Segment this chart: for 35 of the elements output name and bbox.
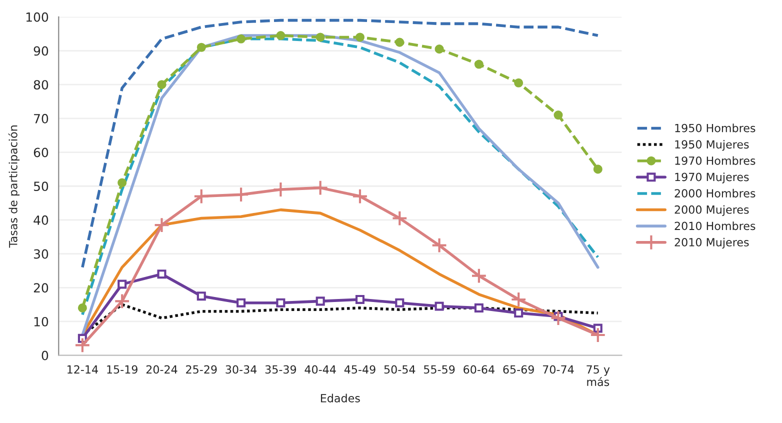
y-tick-label: 10 xyxy=(34,316,48,326)
y-tick-label: 60 xyxy=(34,148,48,158)
y-tick-label: 40 xyxy=(34,215,48,225)
y-tick-label: 100 xyxy=(26,12,48,22)
x-tick-label: 55-59 xyxy=(424,365,455,374)
x-tick-label: 12-14 xyxy=(68,365,98,374)
y-tick-label: 50 xyxy=(34,182,48,192)
legend-label: 2010 Hombres xyxy=(674,222,756,230)
x-tick-label: 25-29 xyxy=(186,365,217,374)
x-tick-label: 20-24 xyxy=(146,365,178,374)
legend-label: 1950 Mujeres xyxy=(675,140,749,151)
x-tick-label: 65-69 xyxy=(503,365,534,374)
x-tick-label: 35-39 xyxy=(265,365,296,374)
x-axis-title: Edades xyxy=(320,394,360,402)
legend-label: 1970 Mujeres xyxy=(675,172,749,184)
y-tick-label: 30 xyxy=(34,249,48,259)
x-tick-label: 50-54 xyxy=(384,365,416,374)
legend-label: 2010 Mujeres xyxy=(674,238,749,249)
x-tick-label: 30-34 xyxy=(226,365,257,374)
y-tick-label: 80 xyxy=(34,80,48,90)
x-tick-label: 75 y más xyxy=(586,365,610,386)
x-tick-label: 15-19 xyxy=(107,365,138,374)
y-tick-label: 70 xyxy=(34,114,48,124)
legend-label: 1950 Hombres xyxy=(675,124,756,132)
y-tick-label: 20 xyxy=(34,283,48,293)
legend-label: 1970 Hombres xyxy=(675,156,756,165)
legend-label: 2000 Hombres xyxy=(674,188,756,198)
y-axis-title: Tasas de participación xyxy=(8,126,20,248)
x-tick-label: 60-64 xyxy=(464,365,494,374)
legend-label: 2000 Mujeres xyxy=(674,205,749,216)
x-tick-label: 70-74 xyxy=(543,365,574,374)
y-tick-label: 90 xyxy=(34,46,48,56)
x-tick-label: 40-44 xyxy=(304,365,336,374)
x-tick-label: 45-49 xyxy=(344,365,376,374)
y-tick-label: 0 xyxy=(42,350,48,360)
